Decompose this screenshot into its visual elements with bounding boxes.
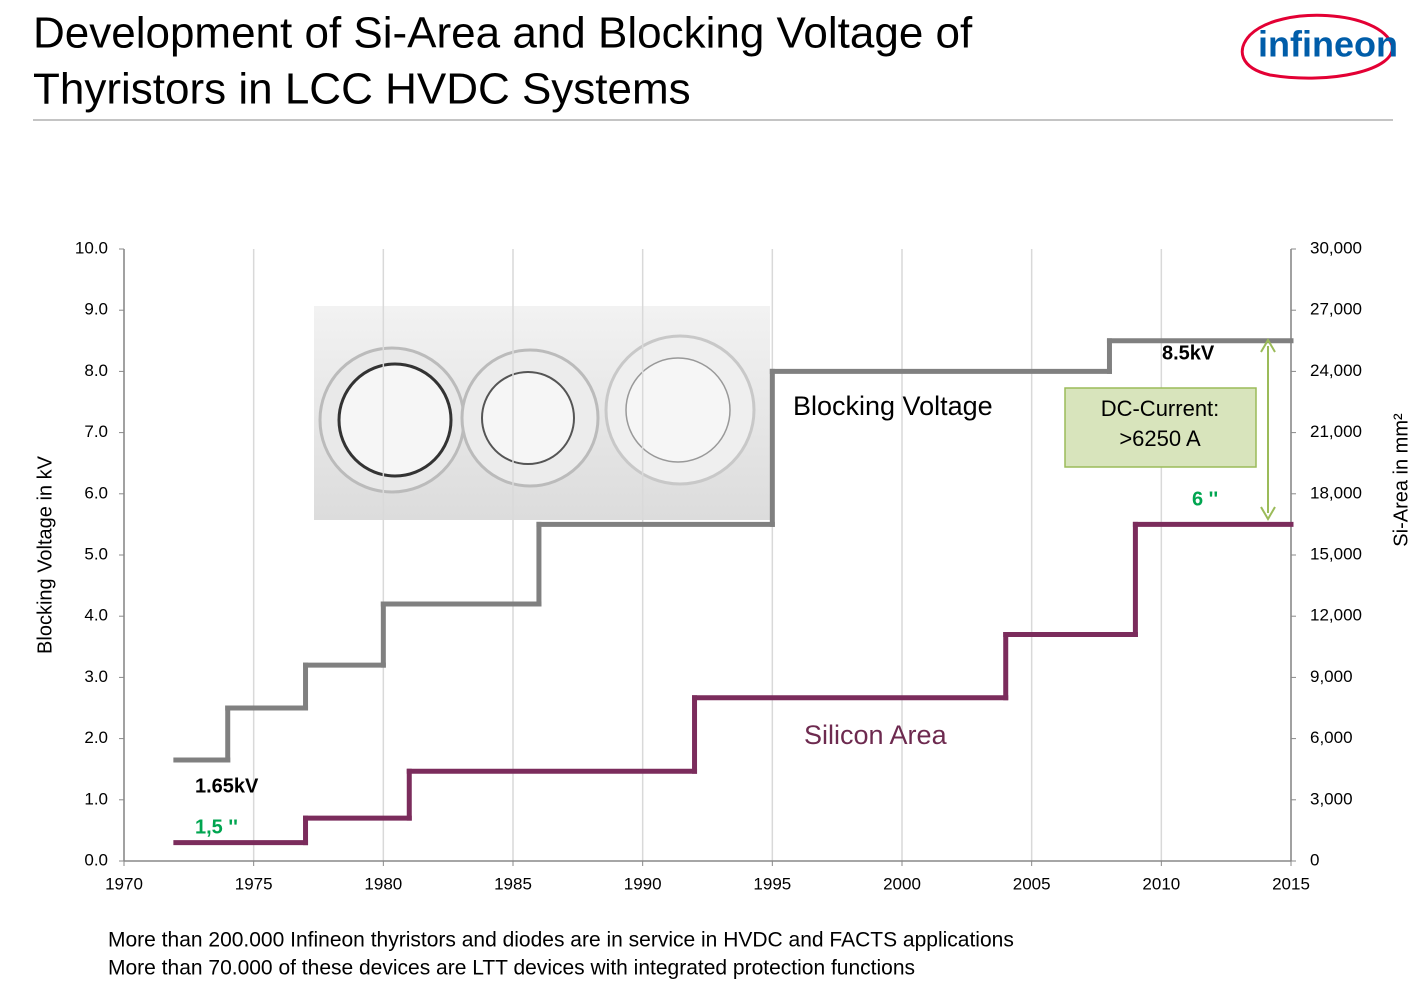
x-tick-label: 1980: [364, 874, 402, 893]
y-tick-label: 1.0: [84, 789, 108, 808]
x-tick-label: 2000: [883, 874, 921, 893]
y2-tick-label: 0: [1310, 850, 1319, 869]
y2-tick-label: 27,000: [1310, 300, 1362, 319]
y2-tick-label: 3,000: [1310, 789, 1353, 808]
y2-tick-label: 30,000: [1310, 238, 1362, 257]
series-label: Silicon Area: [804, 720, 948, 750]
annotation-box: [1064, 387, 1257, 468]
arrow-head: [1260, 338, 1276, 521]
x-tick-label: 2015: [1272, 874, 1310, 893]
y-tick-label: 4.0: [84, 606, 108, 625]
logo-text: infineon: [1258, 24, 1398, 65]
y-tick-label: 7.0: [84, 422, 108, 441]
annotation: >6250 A: [1119, 426, 1201, 451]
series-label: Blocking Voltage: [793, 391, 993, 421]
y-tick-label: 5.0: [84, 544, 108, 563]
x-tick-label: 1985: [494, 874, 532, 893]
y2-tick-label: 15,000: [1310, 544, 1362, 563]
footer-line: More than 70.000 of these devices are LT…: [108, 957, 915, 980]
chart: 1970 1975 1980 1985 1990 1995 2000 2005 2010 2015…: [34, 238, 1412, 893]
y-tick-label: 3.0: [84, 667, 108, 686]
y2-tick-label: 6,000: [1310, 728, 1353, 747]
annotation: DC-Current:: [1101, 396, 1220, 421]
y2-tick-label: 9,000: [1310, 667, 1353, 686]
x-tick-label: 1995: [753, 874, 791, 893]
y2-tick-label: 12,000: [1310, 606, 1362, 625]
y-tick-label: 6.0: [84, 483, 108, 502]
x-tick-label: 2010: [1142, 874, 1180, 893]
x-tick-label: 1990: [624, 874, 662, 893]
x-tick-label: 2005: [1013, 874, 1051, 893]
y2-tick-label: 24,000: [1310, 361, 1362, 380]
y2-tick-label: 18,000: [1310, 483, 1362, 502]
y2-tick-label: 21,000: [1310, 422, 1362, 441]
footer-line: More than 200.000 Infineon thyristors an…: [108, 929, 1014, 952]
annotation: 8.5kV: [1162, 342, 1215, 364]
logo: infineon: [1240, 13, 1398, 80]
annotation: 1.65kV: [195, 775, 259, 797]
y-tick-label: 9.0: [84, 300, 108, 319]
y2-axis-label: Si-Area in mm²: [1390, 413, 1412, 547]
x-tick-label: 1975: [235, 874, 273, 893]
y-tick-label: 10.0: [75, 238, 108, 257]
y-axis-label: Blocking Voltage in kV: [34, 455, 56, 654]
annotation: 6 '': [1192, 488, 1218, 510]
title-line: Thyristors in LCC HVDC Systems: [33, 65, 691, 114]
photo: [314, 306, 770, 520]
annotation: 1,5 '': [195, 816, 238, 838]
y-tick-label: 8.0: [84, 361, 108, 380]
y-tick-label: 2.0: [84, 728, 108, 747]
title-line: Development of Si-Area and Blocking Volt…: [33, 9, 973, 58]
y-tick-label: 0.0: [84, 850, 108, 869]
x-tick-label: 1970: [105, 874, 143, 893]
